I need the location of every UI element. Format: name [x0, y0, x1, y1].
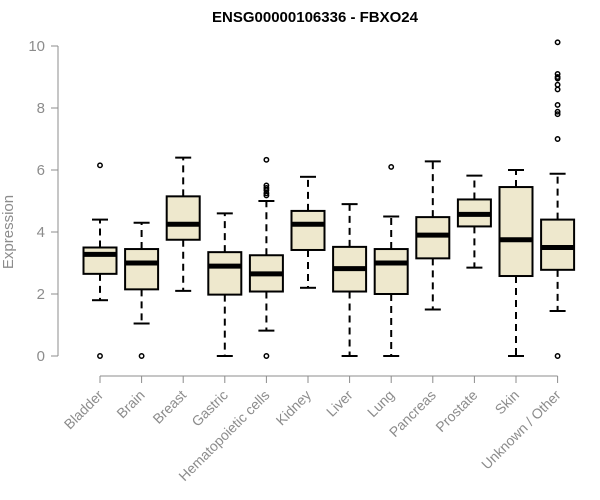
- y-tick-label: 8: [37, 100, 45, 117]
- outlier-point: [554, 111, 561, 118]
- box-pancreas: [415, 160, 451, 311]
- iqr-box: [373, 248, 409, 296]
- boxes-layer: [82, 39, 576, 359]
- box-hematopoietic-cells: [248, 156, 284, 359]
- outlier-point: [554, 81, 561, 88]
- outlier-point: [554, 101, 561, 108]
- y-tick-label: 6: [37, 162, 45, 179]
- outlier-point: [97, 353, 103, 359]
- outlier-point: [97, 162, 103, 169]
- outlier-point: [554, 75, 561, 82]
- iqr-box: [540, 218, 576, 271]
- outlier-point: [554, 108, 561, 115]
- x-tick-label: Bladder: [61, 387, 107, 433]
- outlier-point: [263, 190, 270, 197]
- x-tick-label: Skin: [492, 387, 523, 418]
- box-lung: [373, 163, 409, 357]
- iqr-box: [498, 186, 534, 278]
- iqr-box: [124, 248, 160, 291]
- outlier-point: [263, 185, 270, 191]
- x-tick-label: Prostate: [432, 387, 480, 435]
- y-axis: 0 2 4 6 8 10: [28, 38, 59, 365]
- x-tick-label: Kidney: [273, 387, 315, 429]
- outlier-point: [263, 353, 270, 359]
- outlier-point: [554, 136, 561, 142]
- outlier-point: [554, 39, 561, 46]
- box-prostate: [456, 174, 492, 269]
- outlier-point: [554, 86, 561, 93]
- x-tick-label: Unknown / Other: [478, 387, 564, 473]
- box-skin: [498, 169, 534, 357]
- iqr-box: [290, 209, 326, 251]
- box-liver: [332, 203, 368, 357]
- iqr-box: [207, 251, 243, 296]
- chart-title: ENSG00000106336 - FBXO24: [212, 9, 419, 26]
- x-tick-label: Lung: [364, 387, 397, 420]
- y-tick-label: 10: [28, 38, 45, 55]
- box-gastric: [207, 212, 243, 357]
- box-bladder: [82, 162, 118, 359]
- iqr-box: [415, 216, 451, 260]
- x-tick-label: Brain: [113, 387, 147, 421]
- y-axis-label: Expression: [0, 195, 17, 269]
- outlier-point: [138, 353, 145, 359]
- y-tick-label: 4: [37, 224, 45, 241]
- x-tick-label: Breast: [149, 387, 189, 427]
- x-tick-label: Liver: [323, 387, 356, 420]
- box-breast: [165, 156, 201, 292]
- iqr-box: [165, 195, 201, 241]
- box-brain: [124, 221, 160, 359]
- y-tick-label: 2: [37, 286, 45, 303]
- y-tick-label: 0: [37, 348, 45, 365]
- outlier-point: [263, 187, 270, 194]
- outlier-point: [263, 192, 270, 199]
- outlier-point: [388, 163, 395, 170]
- outlier-point: [263, 156, 270, 163]
- box-kidney: [290, 175, 326, 289]
- outlier-point: [554, 353, 561, 359]
- iqr-box: [82, 246, 118, 275]
- box-unknown-other: [540, 39, 576, 359]
